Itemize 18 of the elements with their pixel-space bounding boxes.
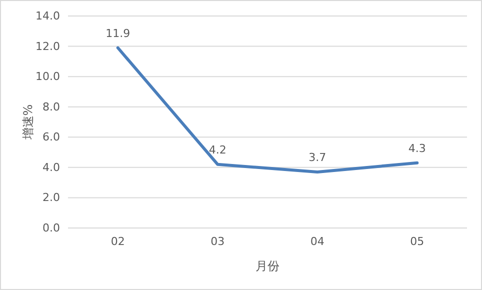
x-tick-label: 03 [210, 234, 225, 248]
data-label: 3.7 [308, 150, 326, 164]
x-tick-label: 04 [310, 234, 324, 248]
y-axis-title: 增速% [21, 104, 35, 141]
y-tick-label: 0.0 [42, 222, 60, 235]
y-tick-label: 6.0 [42, 130, 60, 144]
data-label: 4.2 [208, 143, 226, 156]
y-tick-label: 10.0 [36, 70, 60, 84]
y-tick-label: 2.0 [42, 191, 60, 204]
data-label: 4.3 [408, 142, 426, 155]
x-tick-label: 05 [410, 234, 424, 248]
y-tick-label: 4.0 [42, 160, 60, 174]
x-tick-label: 02 [110, 234, 125, 248]
x-axis-title: 月份 [256, 259, 280, 273]
y-tick-label: 12.0 [36, 40, 60, 53]
y-tick-label: 14.0 [36, 10, 60, 23]
y-tick-label: 8.0 [42, 100, 60, 114]
data-label: 11.9 [106, 26, 130, 40]
